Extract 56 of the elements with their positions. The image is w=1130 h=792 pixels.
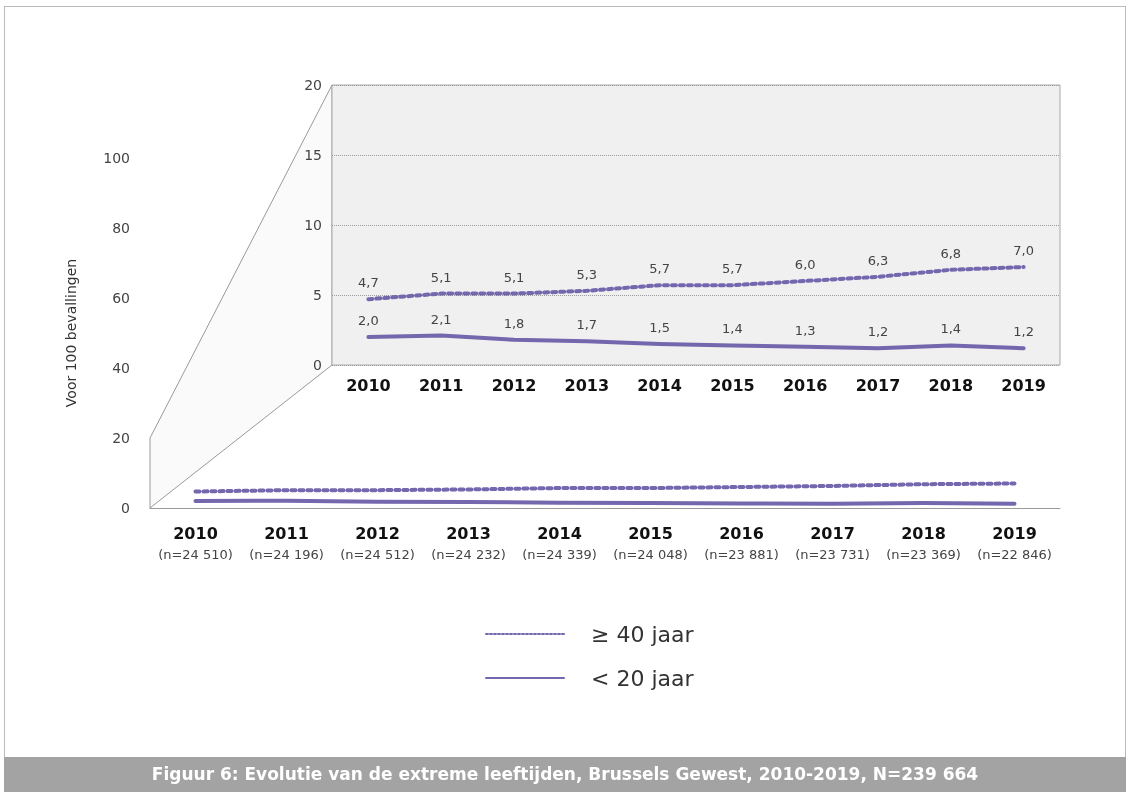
x-tick-label: 2012 bbox=[491, 375, 537, 395]
y-tick-label: 10 bbox=[304, 217, 322, 233]
data-label: 6,3 bbox=[867, 252, 889, 268]
y-tick-label: 40 bbox=[112, 360, 130, 376]
legend-label: < 20 jaar bbox=[591, 665, 695, 691]
data-label: 5,1 bbox=[503, 269, 525, 285]
x-tick-label: 2019 bbox=[1001, 375, 1046, 395]
data-label: 2,0 bbox=[358, 313, 379, 328]
y-tick-label: 80 bbox=[112, 220, 130, 236]
data-label: 1,7 bbox=[576, 317, 598, 333]
x-tick-label: 2014 (n=24 339) bbox=[522, 523, 597, 562]
y-tick-label: 20 bbox=[112, 430, 130, 446]
x-tick-label: 2011 bbox=[418, 375, 464, 395]
data-label: 1,5 bbox=[649, 320, 670, 335]
x-tick-label: 2018 (n=23 369) bbox=[886, 523, 961, 562]
x-tick-label: 2016 bbox=[782, 375, 828, 395]
line-series bbox=[193, 481, 1017, 494]
y-tick-label: 0 bbox=[121, 500, 130, 516]
x-tick-label: 2016 (n=23 881) bbox=[704, 523, 779, 562]
data-label: 7,0 bbox=[1013, 243, 1034, 258]
data-label: 6,8 bbox=[940, 245, 962, 261]
data-label: 5,3 bbox=[576, 266, 598, 282]
data-label: 1,2 bbox=[867, 324, 889, 340]
text: Figuur 6: Evolutie van de extreme leeftijden, Brussels Gewest, 2010-2019, N=239 664 bbox=[4, 757, 1126, 792]
data-label: 5,7 bbox=[722, 261, 743, 277]
data-label: 5,7 bbox=[649, 261, 670, 277]
y-tick-label: 5 bbox=[313, 287, 322, 303]
x-tick-label: 2013 bbox=[564, 375, 610, 395]
x-tick-label: 2012 (n=24 512) bbox=[340, 523, 415, 562]
data-label: 4,7 bbox=[358, 275, 379, 291]
x-tick-label: 2011 (n=24 196) bbox=[249, 523, 324, 562]
data-label: 2,1 bbox=[430, 311, 452, 327]
y-axis-title: Voor 100 bevallingen bbox=[63, 258, 79, 408]
x-tick-label: 2017 (n=23 731) bbox=[795, 523, 870, 562]
data-label: 1,8 bbox=[503, 315, 525, 331]
x-tick-label: 2017 bbox=[855, 375, 901, 395]
y-tick-label: 15 bbox=[304, 147, 322, 163]
y-tick-label: 60 bbox=[112, 290, 130, 306]
x-tick-label: 2010 (n=24 510) bbox=[158, 523, 233, 562]
x-tick-label: 2019 (n=22 846) bbox=[977, 523, 1052, 562]
x-tick-label: 2014 bbox=[637, 375, 682, 395]
data-label: 5,1 bbox=[430, 269, 452, 285]
x-tick-label: 2018 bbox=[928, 375, 974, 395]
y-tick-label: 100 bbox=[103, 150, 130, 166]
x-tick-label: 2013 (n=24 232) bbox=[431, 523, 506, 562]
x-tick-label: 2015 (n=24 048) bbox=[613, 523, 688, 562]
data-label: 1,2 bbox=[1013, 324, 1034, 340]
data-label: 1,3 bbox=[794, 322, 816, 338]
data-label: 6,0 bbox=[794, 257, 816, 272]
y-tick-label: 20 bbox=[304, 77, 322, 93]
x-tick-label: 2015 bbox=[710, 375, 755, 395]
y-tick-label: 0 bbox=[313, 357, 322, 373]
data-label: 1,4 bbox=[940, 321, 962, 337]
x-tick-label: 2010 bbox=[346, 375, 391, 395]
data-label: 1,4 bbox=[722, 321, 743, 337]
legend-label: ≥ 40 jaar bbox=[591, 621, 695, 647]
